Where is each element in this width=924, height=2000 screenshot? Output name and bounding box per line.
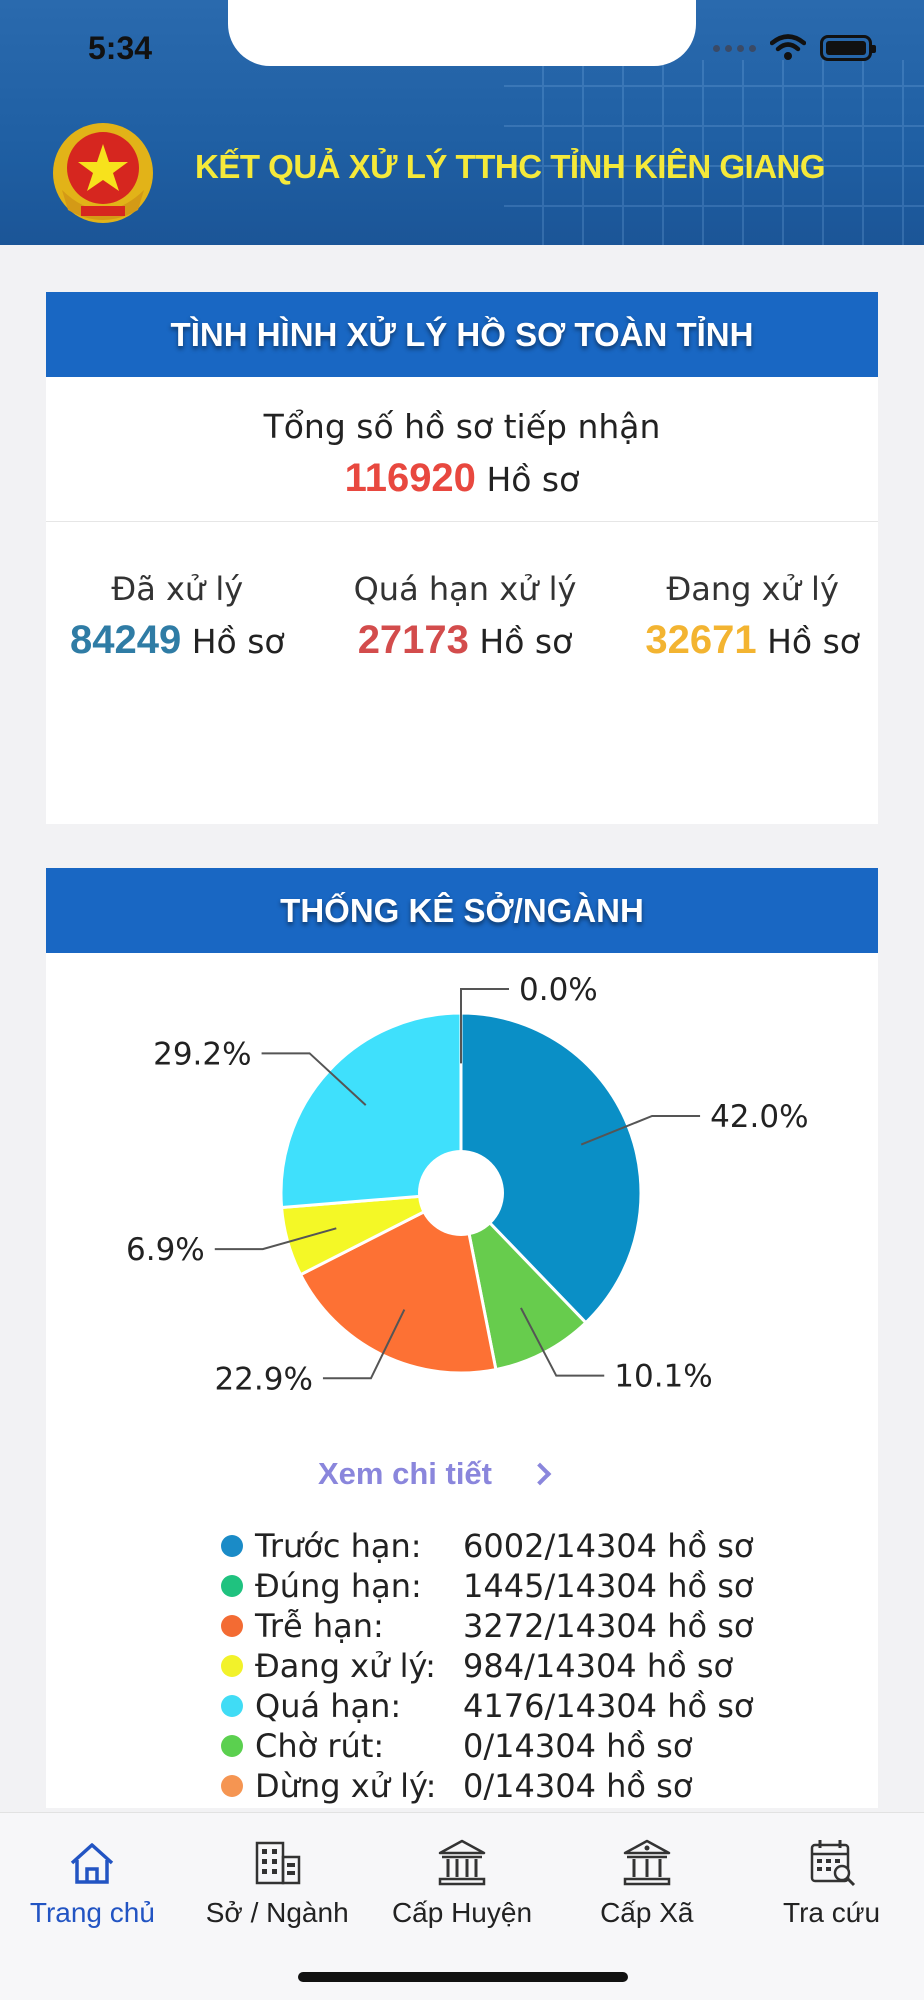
- total-value: 116920: [344, 456, 476, 500]
- stat-value: 84249: [70, 618, 182, 662]
- home-indicator: [298, 1972, 628, 1982]
- stat-value: 27173: [357, 618, 469, 662]
- legend-dot: [221, 1615, 243, 1637]
- stat-unit: Hồ sơ: [479, 622, 573, 661]
- pie-leader-line: [520, 1307, 605, 1377]
- pie-leader-line: [261, 1052, 367, 1106]
- tab-home[interactable]: Trang chủ: [0, 1813, 185, 2000]
- stat-label: Quá hạn xử lý: [353, 570, 577, 608]
- overview-heading: TÌNH HÌNH XỬ LÝ HỒ SƠ TOÀN TỈNH: [46, 292, 878, 377]
- legend-item: Quá hạn: 4176/14304 hồ sơ: [221, 1686, 753, 1726]
- signal-icon: [713, 44, 756, 52]
- department-stats-card: THỐNG KÊ SỞ/NGÀNH 42.0% 10.1% 22.9% 6.9% 29.…: [46, 868, 878, 1808]
- stat-unit: Hồ sơ: [191, 622, 285, 661]
- tab-label: Cấp Xã: [600, 1897, 694, 1928]
- tab-label: Tra cứu: [783, 1897, 881, 1928]
- chevron-right-icon: [528, 1462, 552, 1486]
- legend-dot: [221, 1575, 243, 1597]
- legend-dot: [221, 1655, 243, 1677]
- pie-leader-line: [214, 1227, 337, 1251]
- stat-label: Đã xử lý: [111, 570, 244, 608]
- total-received: Tổng số hồ sơ tiếp nhận 116920 Hồ sơ: [46, 377, 878, 522]
- legend-dot: [221, 1735, 243, 1757]
- pie-center-hole: [418, 1150, 504, 1236]
- bottom-tab-bar: Trang chủ Sở / Ngành Cấp Huyện Cấp Xã: [0, 1812, 924, 2000]
- tab-label: Cấp Huyện: [391, 1897, 533, 1928]
- app-header: 5:34 KẾT QUẢ XỬ LÝ TTHC TỈNH KIÊN GIANG: [0, 0, 924, 245]
- status-icons: [713, 34, 876, 62]
- total-unit: Hồ sơ: [486, 460, 580, 499]
- tab-label: Sở / Ngành: [205, 1897, 349, 1928]
- legend-dot: [221, 1535, 243, 1557]
- legend-item: Trước hạn: 6002/14304 hồ sơ: [221, 1526, 753, 1566]
- pie-chart: 42.0% 10.1% 22.9% 6.9% 29.2% 0.0%: [46, 953, 878, 1433]
- stat-overdue[interactable]: Quá hạn xử lý 27173 Hồ sơ: [354, 570, 577, 663]
- pie-leader-line: [322, 1309, 406, 1380]
- status-time: 5:34: [88, 30, 153, 66]
- calendar-search-icon: [810, 1840, 855, 1887]
- device-notch: [228, 0, 696, 66]
- stat-value: 32671: [645, 618, 757, 662]
- stat-label: Đang xử lý: [666, 570, 839, 608]
- header-pattern: [504, 60, 924, 245]
- legend-dot: [221, 1695, 243, 1717]
- stat-unit: Hồ sơ: [767, 622, 860, 661]
- tab-district[interactable]: Cấp Huyện: [370, 1813, 555, 2000]
- pie-slice-label: 29.2%: [153, 1036, 251, 1072]
- stat-in-progress[interactable]: Đang xử lý 32671 Hồ sơ: [645, 570, 860, 663]
- legend-dot: [221, 1775, 243, 1797]
- stat-processed[interactable]: Đã xử lý 84249 Hồ sơ: [70, 570, 285, 663]
- home-icon: [71, 1843, 114, 1884]
- overview-card: TÌNH HÌNH XỬ LÝ HỒ SƠ TOÀN TỈNH Tổng số …: [46, 292, 878, 824]
- government-building-icon: [438, 1839, 486, 1886]
- tab-commune[interactable]: Cấp Xã: [554, 1813, 739, 2000]
- department-stats-heading: THỐNG KÊ SỞ/NGÀNH: [46, 868, 878, 953]
- pie-slice-label: 6.9%: [126, 1232, 205, 1268]
- app-title: KẾT QUẢ XỬ LÝ TTHC TỈNH KIÊN GIANG: [195, 148, 826, 185]
- pie-slice-label: 42.0%: [710, 1099, 808, 1135]
- view-details-link[interactable]: Xem chi tiết: [318, 1456, 552, 1492]
- legend-item: Đang xử lý: 984/14304 hồ sơ: [221, 1646, 753, 1686]
- legend-item: Dừng xử lý: 0/14304 hồ sơ: [221, 1766, 753, 1806]
- pie-leader-line: [580, 1114, 701, 1146]
- legend-item: Trễ hạn: 3272/14304 hồ sơ: [221, 1606, 753, 1646]
- status-legend: Trước hạn: 6002/14304 hồ sơ Đúng hạn: 1445…: [221, 1526, 753, 1806]
- battery-icon: [820, 35, 876, 61]
- wifi-icon: [770, 34, 806, 60]
- national-emblem-icon: [53, 123, 153, 223]
- pie-chart-svg: 42.0% 10.1% 22.9% 6.9% 29.2% 0.0%: [126, 972, 809, 1397]
- bank-icon: [623, 1839, 671, 1886]
- tab-lookup[interactable]: Tra cứu: [739, 1813, 924, 2000]
- building-icon: [255, 1841, 301, 1885]
- legend-item: Đúng hạn: 1445/14304 hồ sơ: [221, 1566, 753, 1606]
- total-label: Tổng số hồ sơ tiếp nhận: [263, 407, 661, 446]
- tab-label: Trang chủ: [29, 1897, 155, 1928]
- pie-slice-label: 0.0%: [519, 972, 598, 1008]
- stats-row: Đã xử lý 84249 Hồ sơ Quá hạn xử lý 27173…: [46, 522, 878, 663]
- tab-departments[interactable]: Sở / Ngành: [185, 1813, 370, 2000]
- legend-item: Chờ rút: 0/14304 hồ sơ: [221, 1726, 753, 1766]
- pie-slice-label: 10.1%: [614, 1359, 712, 1395]
- pie-leader-line: [460, 988, 509, 1064]
- view-details-label: Xem chi tiết: [318, 1456, 492, 1491]
- pie-slice-label: 22.9%: [214, 1361, 312, 1397]
